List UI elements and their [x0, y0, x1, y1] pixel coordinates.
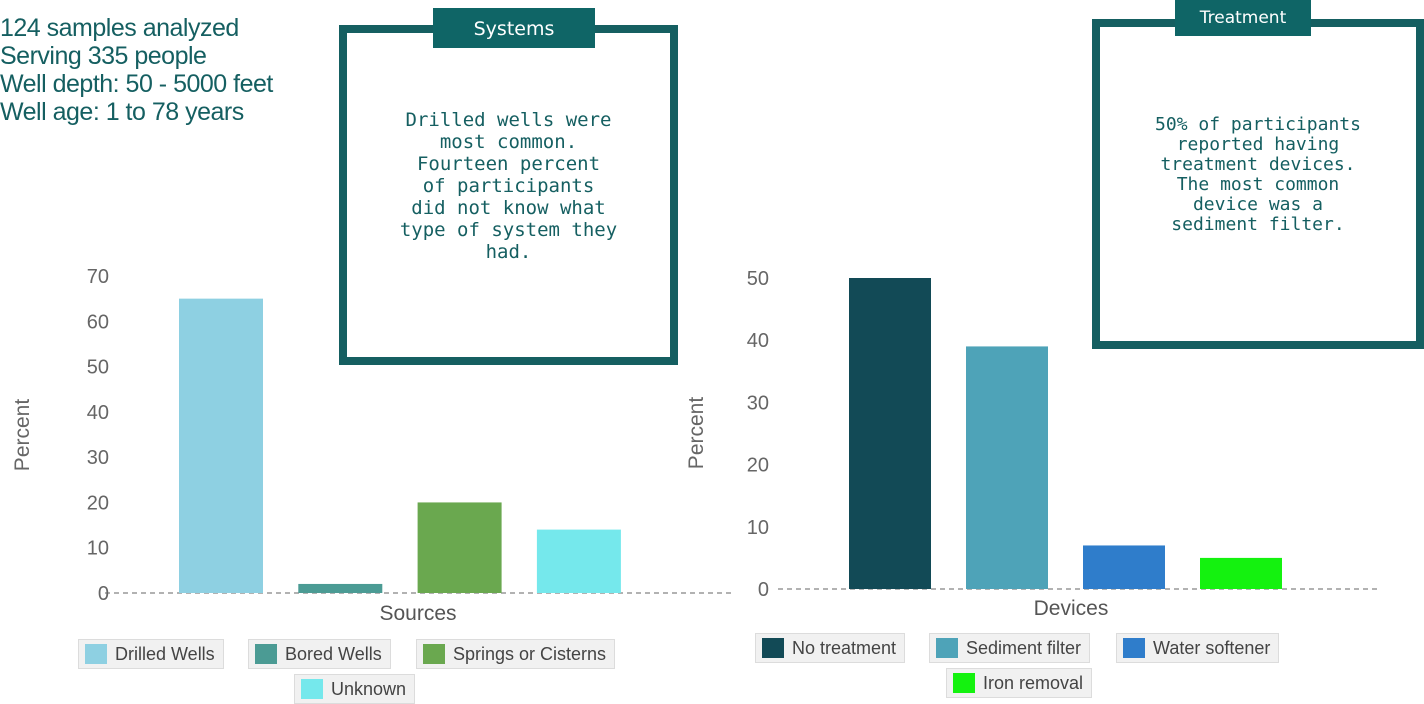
y-tick-label: 30 [87, 447, 109, 469]
stat-line: 124 samples analyzed [0, 14, 239, 42]
bar-no-treatment [849, 278, 931, 589]
stat-line: Serving 335 people [0, 42, 207, 70]
legend-label: Water softener [1153, 637, 1271, 658]
systems-callout: Drilled wells were most common. Fourteen… [339, 25, 678, 365]
legend-swatch [936, 638, 958, 658]
legend-swatch [762, 638, 784, 658]
legend-item-sediment-filter[interactable]: Sediment filter [929, 633, 1091, 663]
y-tick-label: 50 [747, 268, 769, 290]
y-tick-label: 10 [87, 538, 109, 560]
stat-line: Well age: 1 to 78 years [0, 98, 244, 126]
bar-springs-or-cisterns [417, 502, 502, 593]
x-axis-title: Devices [1034, 597, 1109, 620]
y-tick-label: 40 [87, 402, 109, 424]
bar-sediment-filter [966, 346, 1048, 589]
legend-label: No treatment [792, 637, 897, 658]
y-tick-label: 0 [758, 579, 769, 601]
y-tick-label: 20 [87, 492, 109, 514]
bar-bored-wells [298, 583, 383, 593]
bar-iron-removal [1200, 557, 1282, 589]
legend-label: Unknown [331, 678, 407, 699]
legend-item-springs-cisterns[interactable]: Springs or Cisterns [416, 639, 616, 669]
y-tick-label: 30 [747, 392, 769, 414]
bar-unknown [536, 529, 621, 593]
systems-tab: Systems [433, 8, 595, 48]
y-tick-label: 10 [747, 517, 769, 539]
y-tick-label: 40 [747, 330, 769, 352]
systems-callout-text: Drilled wells were most common. Fourteen… [399, 109, 618, 263]
legend-swatch [255, 644, 277, 664]
legend-label: Iron removal [983, 672, 1084, 693]
legend-label: Bored Wells [285, 643, 382, 664]
treatment-tab: Treatment [1175, 0, 1311, 36]
bar-drilled-wells [179, 298, 263, 593]
stat-line: Well depth: 50 - 5000 feet [0, 70, 273, 98]
sample-stats: 124 samples analyzed Serving 335 people … [0, 14, 273, 126]
legend-swatch [1123, 638, 1145, 658]
legend-item-water-softener[interactable]: Water softener [1116, 633, 1280, 663]
legend-swatch [423, 644, 445, 664]
y-tick-label: 0 [98, 583, 109, 605]
y-tick-label: 60 [87, 311, 109, 333]
legend-item-iron-removal[interactable]: Iron removal [946, 668, 1093, 698]
y-tick-label: 50 [87, 357, 109, 379]
legend-item-unknown[interactable]: Unknown [294, 674, 416, 704]
y-axis-title: Percent [11, 399, 34, 472]
treatment-callout-text: 50% of participants reported having trea… [1155, 114, 1361, 235]
y-tick-label: 20 [747, 455, 769, 477]
legend-label: Springs or Cisterns [453, 643, 607, 664]
legend-label: Drilled Wells [115, 643, 215, 664]
legend-item-bored-wells[interactable]: Bored Wells [248, 639, 391, 669]
treatment-callout: 50% of participants reported having trea… [1092, 19, 1424, 349]
legend-swatch [953, 673, 975, 693]
legend-label: Sediment filter [966, 637, 1082, 658]
y-tick-label: 70 [87, 266, 109, 288]
legend-swatch [85, 644, 107, 664]
legend-item-no-treatment[interactable]: No treatment [755, 633, 906, 663]
bar-water-softener [1083, 545, 1165, 589]
x-axis-title: Sources [379, 602, 456, 625]
y-axis-title: Percent [685, 397, 708, 470]
legend-swatch [301, 679, 323, 699]
legend-item-drilled-wells[interactable]: Drilled Wells [78, 639, 224, 669]
